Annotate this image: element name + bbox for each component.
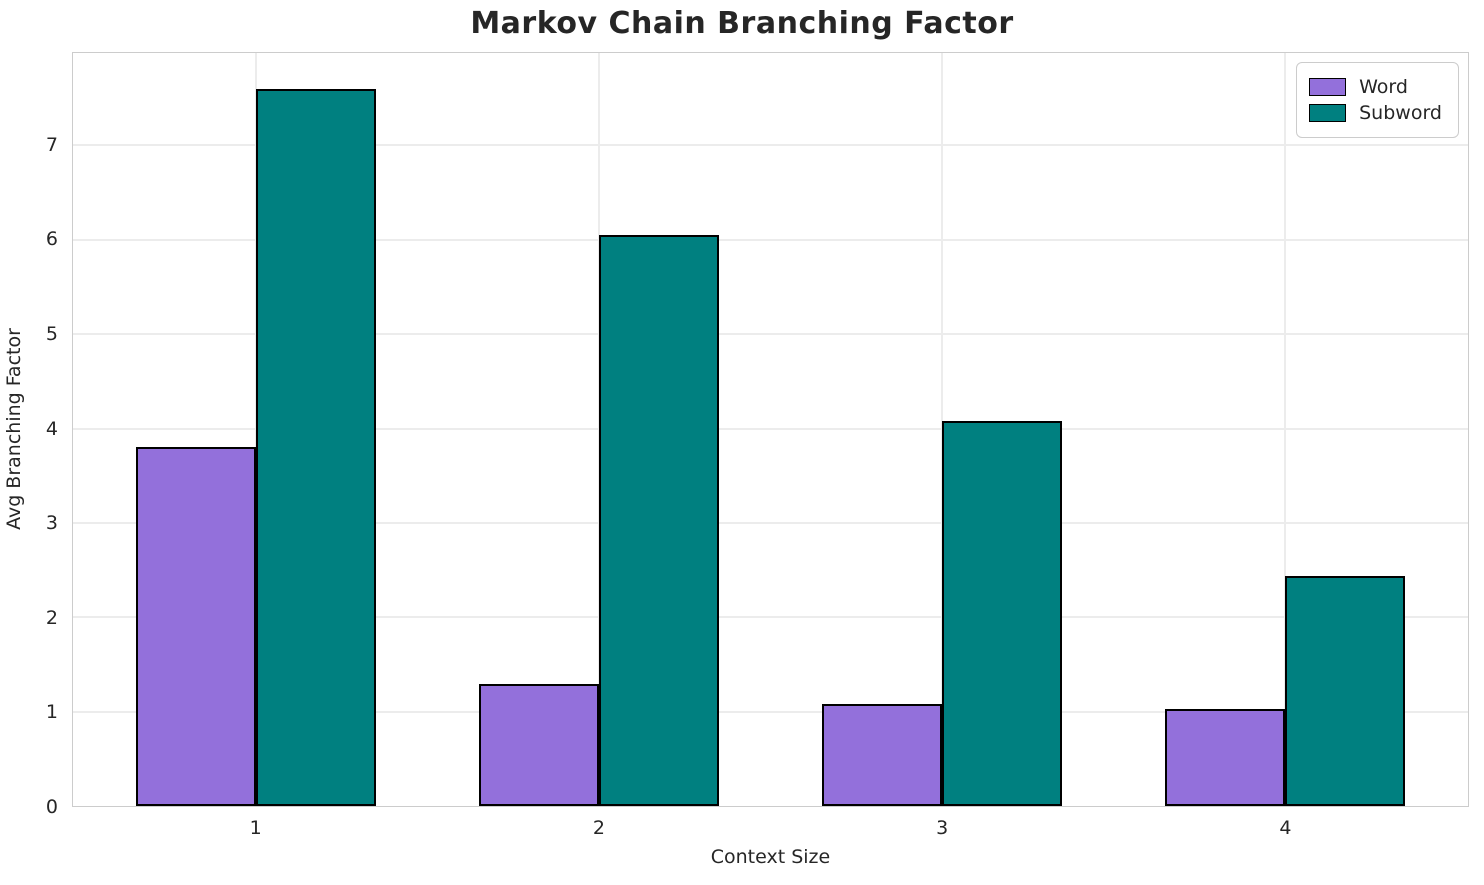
ytick-2: 2: [45, 606, 58, 629]
legend-label-subword: Subword: [1359, 102, 1442, 124]
gridline-x-4: [1283, 53, 1286, 806]
ytick-6: 6: [45, 228, 58, 251]
xtick-2: 2: [592, 817, 605, 839]
bar-word-3: [821, 704, 942, 806]
legend-entry-subword: Subword: [1309, 102, 1442, 124]
legend-label-word: Word: [1359, 76, 1408, 98]
xtick-3: 3: [936, 817, 949, 839]
ytick-4: 4: [45, 417, 58, 440]
legend-entry-word: Word: [1309, 76, 1442, 98]
bar-subword-1: [256, 88, 377, 806]
plot-area: Word Subword: [72, 52, 1469, 807]
gridline-y-2: [73, 616, 1468, 619]
gridline-y-6: [73, 238, 1468, 241]
ytick-5: 5: [45, 322, 58, 345]
bar-subword-2: [599, 235, 720, 806]
gridline-y-3: [73, 521, 1468, 524]
xtick-4: 4: [1279, 817, 1292, 839]
ytick-1: 1: [45, 701, 58, 724]
legend: Word Subword: [1296, 62, 1459, 138]
y-axis-label: Avg Branching Factor: [3, 328, 25, 530]
gridline-y-4: [73, 427, 1468, 430]
bar-word-4: [1164, 708, 1285, 806]
bar-subword-4: [1284, 575, 1405, 806]
x-axis-label: Context Size: [710, 846, 831, 868]
legend-swatch-word: [1309, 78, 1347, 96]
gridline-y-7: [73, 144, 1468, 147]
chart-title: Markov Chain Branching Factor: [470, 6, 1014, 41]
bar-subword-3: [941, 421, 1062, 806]
gridline-y-5: [73, 333, 1468, 336]
bar-word-2: [479, 684, 600, 806]
ytick-0: 0: [45, 796, 58, 818]
ytick-3: 3: [45, 512, 58, 535]
legend-swatch-subword: [1309, 104, 1347, 122]
xtick-1: 1: [249, 817, 262, 839]
gridline-y-1: [73, 710, 1468, 713]
ytick-7: 7: [45, 133, 58, 156]
bar-word-1: [136, 447, 257, 806]
